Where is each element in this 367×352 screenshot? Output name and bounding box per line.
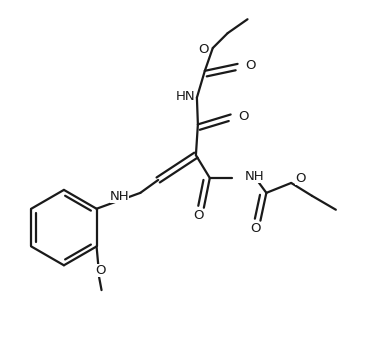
Text: NH: NH <box>244 170 264 183</box>
Text: HN: HN <box>175 90 195 103</box>
Text: O: O <box>198 43 209 56</box>
Text: O: O <box>194 209 204 222</box>
Text: O: O <box>250 222 261 235</box>
Text: O: O <box>95 264 106 277</box>
Text: NH: NH <box>110 190 130 203</box>
Text: O: O <box>295 172 306 186</box>
Text: O: O <box>246 59 256 73</box>
Text: O: O <box>239 110 249 123</box>
